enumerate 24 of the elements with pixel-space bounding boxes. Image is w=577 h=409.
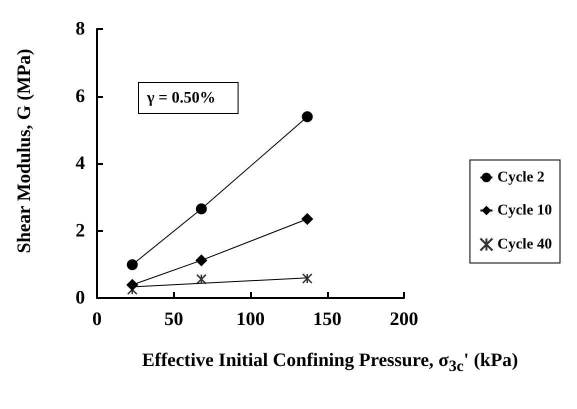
legend-label: Cycle 2 [497,170,545,186]
point [195,254,208,266]
x-tick-label: 200 [390,309,418,330]
point [302,273,313,284]
point [126,259,138,270]
x-axis-title: Effective Initial Confining Pressure, σ$_{3c}$' (kPa) [140,350,520,377]
x-tick-label: 0 [92,309,102,330]
y-tick-label: 6 [76,86,85,107]
point [196,274,207,284]
legend-label: Cycle 40 [497,236,552,252]
y-tick-label: 2 [76,220,85,242]
point [301,212,314,225]
y-axis-title: Shear Modulus, G (MPa) [14,48,36,256]
y-tick-label: 4 [76,153,86,174]
y-tick-label: 0 [76,288,85,308]
legend-label: Cycle 10 [497,202,552,218]
x-tick-label: 100 [236,309,265,330]
point [127,284,138,295]
point [302,111,313,122]
x-tick-label: 50 [164,309,184,330]
y-tick-label: 8 [76,18,85,40]
annotation: γ = 0.50% [146,90,216,106]
point [196,203,207,214]
x-tick-label: 150 [313,309,342,330]
